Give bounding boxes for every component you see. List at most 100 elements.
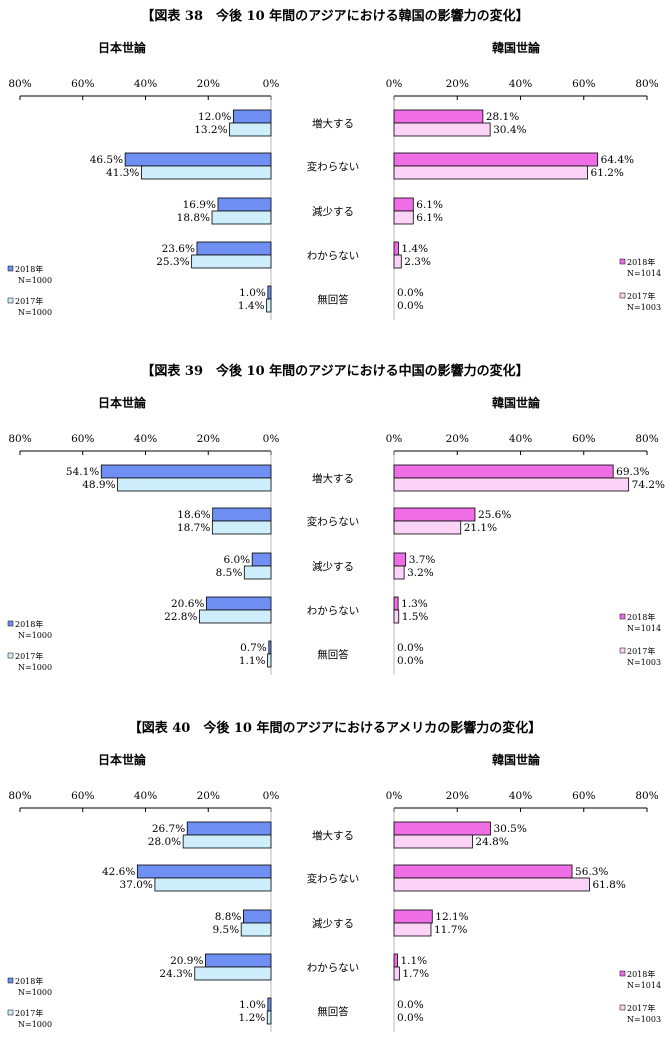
japan-2018-value-label: 0.7% bbox=[240, 642, 267, 654]
japan-2018-bar bbox=[217, 197, 272, 212]
category-label: 増大する bbox=[312, 829, 354, 842]
category-label: わからない bbox=[307, 962, 360, 974]
korea-2017-bar bbox=[393, 877, 590, 892]
left-legend-2017-swatch bbox=[7, 1009, 14, 1016]
right-header: 韓国世論 bbox=[492, 40, 541, 55]
japan-2017-value-label: 9.5% bbox=[213, 924, 240, 936]
right-legend-2018-label: 2018年 bbox=[627, 257, 655, 267]
korea-2018-value-label: 0.0% bbox=[397, 642, 424, 654]
left-tick-label: 60% bbox=[71, 790, 94, 802]
korea-2017-value-label: 61.8% bbox=[592, 879, 625, 891]
left-tick-label: 80% bbox=[8, 433, 31, 445]
left-tick-label: 40% bbox=[134, 790, 157, 802]
category-label: 変わらない bbox=[307, 872, 360, 885]
japan-2017-bar bbox=[266, 1010, 272, 1025]
left-header: 日本世論 bbox=[98, 40, 147, 55]
japan-2018-bar bbox=[205, 953, 272, 968]
korea-2017-value-label: 6.1% bbox=[416, 212, 443, 224]
right-legend-2017-label: 2017年 bbox=[627, 646, 655, 656]
right-legend-2018-n: N=1014 bbox=[627, 269, 661, 278]
japan-2017-value-label: 18.7% bbox=[177, 522, 210, 534]
japan-2018-value-label: 46.5% bbox=[90, 154, 123, 166]
right-tick-label: 80% bbox=[635, 78, 658, 90]
japan-2018-value-label: 16.9% bbox=[183, 199, 216, 211]
korea-2017-bar bbox=[393, 254, 402, 269]
korea-2018-bar bbox=[393, 596, 399, 611]
japan-2018-value-label: 23.6% bbox=[162, 243, 195, 255]
left-tick-label: 0% bbox=[263, 790, 280, 802]
japan-2017-bar bbox=[154, 877, 272, 892]
japan-2017-value-label: 1.2% bbox=[239, 1012, 266, 1024]
korea-2018-value-label: 30.5% bbox=[493, 823, 526, 835]
category-label: 増大する bbox=[312, 117, 354, 130]
right-legend-2018-swatch bbox=[619, 258, 626, 265]
korea-2017-bar bbox=[393, 966, 400, 981]
left-legend-2017-label: 2017年 bbox=[15, 296, 43, 306]
korea-2017-bar bbox=[393, 477, 630, 492]
korea-2018-value-label: 1.3% bbox=[401, 598, 428, 610]
japan-2018-value-label: 20.9% bbox=[170, 955, 203, 967]
left-tick-label: 80% bbox=[8, 78, 31, 90]
right-tick-label: 20% bbox=[446, 790, 469, 802]
korea-2017-bar bbox=[393, 834, 473, 849]
right-tick-label: 0% bbox=[386, 433, 403, 445]
japan-2017-value-label: 41.3% bbox=[106, 167, 139, 179]
japan-2017-bar bbox=[191, 254, 272, 269]
left-legend-2018-n: N=1000 bbox=[18, 276, 52, 285]
korea-2017-bar bbox=[393, 922, 432, 937]
right-legend-2017-n: N=1003 bbox=[627, 1015, 661, 1024]
korea-2017-value-label: 61.2% bbox=[591, 167, 624, 179]
korea-2018-value-label: 0.0% bbox=[397, 999, 424, 1011]
left-legend-2017-swatch bbox=[7, 297, 14, 304]
left-legend-2018-swatch bbox=[7, 977, 14, 984]
left-tick-label: 20% bbox=[197, 790, 220, 802]
right-tick-label: 60% bbox=[572, 433, 595, 445]
category-label: 減少する bbox=[312, 205, 354, 218]
right-header: 韓国世論 bbox=[492, 395, 541, 410]
japan-2017-bar bbox=[117, 477, 272, 492]
korea-2017-bar bbox=[393, 565, 405, 580]
chart-korea-influence: 【図表 38 今後 10 年間のアジアにおける韓国の影響力の変化】日本世論 韓国世… bbox=[7, 8, 661, 320]
right-tick-label: 40% bbox=[509, 78, 532, 90]
korea-2018-value-label: 25.6% bbox=[478, 509, 511, 521]
left-tick-label: 20% bbox=[197, 433, 220, 445]
japan-2017-bar bbox=[211, 210, 272, 225]
korea-2018-value-label: 1.1% bbox=[400, 955, 427, 967]
korea-2017-value-label: 0.0% bbox=[397, 655, 424, 667]
korea-2017-value-label: 24.8% bbox=[475, 836, 508, 848]
right-legend-2018-n: N=1014 bbox=[627, 981, 661, 990]
left-legend-2017-label: 2017年 bbox=[15, 1008, 43, 1018]
korea-2017-value-label: 2.3% bbox=[404, 256, 431, 268]
right-legend-2018-swatch bbox=[619, 613, 626, 620]
japan-2017-value-label: 28.0% bbox=[148, 836, 181, 848]
korea-2017-bar bbox=[393, 165, 588, 180]
left-legend-2017-swatch bbox=[7, 652, 14, 659]
right-tick-label: 80% bbox=[635, 790, 658, 802]
chart-block-39: 【図表 39 今後 10 年間のアジアにおける中国の影響力の変化】 日本世論 韓国世… bbox=[0, 355, 670, 705]
right-tick-label: 40% bbox=[509, 790, 532, 802]
left-legend-2018-label: 2018年 bbox=[15, 619, 43, 629]
japan-2017-bar bbox=[229, 122, 272, 137]
left-legend-2017-n: N=1000 bbox=[18, 308, 52, 317]
korea-2017-value-label: 0.0% bbox=[397, 300, 424, 312]
japan-2017-bar bbox=[240, 922, 272, 937]
japan-2017-bar bbox=[211, 520, 272, 535]
japan-2017-value-label: 1.1% bbox=[239, 655, 266, 667]
japan-2018-value-label: 1.0% bbox=[239, 287, 266, 299]
right-tick-label: 60% bbox=[572, 78, 595, 90]
korea-2017-value-label: 0.0% bbox=[397, 1012, 424, 1024]
left-tick-label: 0% bbox=[263, 78, 280, 90]
korea-2018-value-label: 56.3% bbox=[575, 866, 608, 878]
category-label: 減少する bbox=[312, 917, 354, 930]
left-legend-2018-swatch bbox=[7, 620, 14, 627]
left-tick-label: 20% bbox=[197, 78, 220, 90]
korea-2018-value-label: 0.0% bbox=[397, 287, 424, 299]
korea-2018-bar bbox=[393, 241, 399, 256]
korea-2017-value-label: 21.1% bbox=[464, 522, 497, 534]
japan-2018-value-label: 20.6% bbox=[171, 598, 204, 610]
japan-2017-bar bbox=[199, 609, 272, 624]
right-tick-label: 0% bbox=[386, 78, 403, 90]
right-header: 韓国世論 bbox=[492, 752, 541, 767]
japan-2017-value-label: 13.2% bbox=[194, 124, 227, 136]
category-label: 変わらない bbox=[307, 160, 360, 173]
